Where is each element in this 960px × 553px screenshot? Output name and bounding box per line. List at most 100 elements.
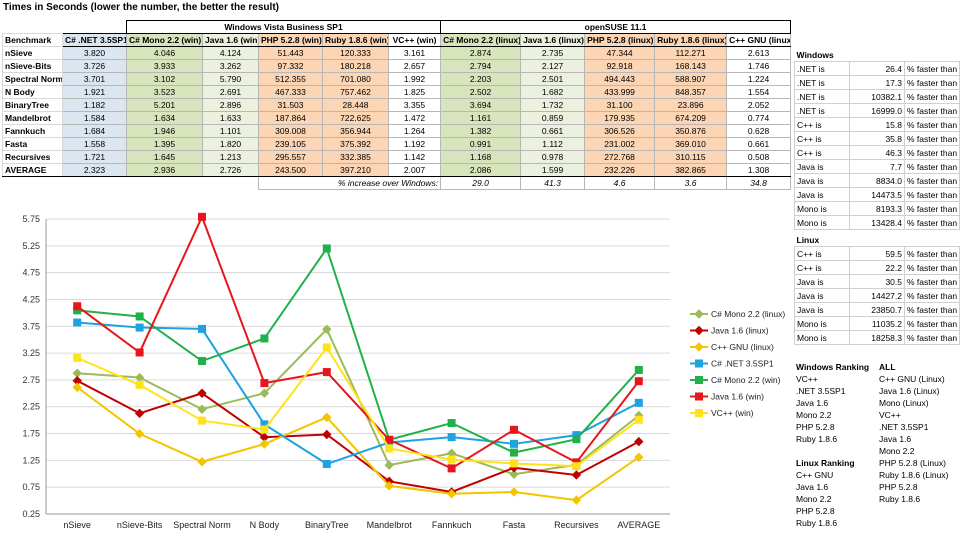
table-cell: 232.226	[584, 163, 656, 177]
data-point	[384, 481, 394, 491]
comparison-text: % faster than PHP	[904, 288, 960, 303]
ranking-item: PHP 5.2.8 (Linux)	[879, 458, 946, 468]
table-cell: 2.735	[520, 46, 586, 60]
x-tick-label: Recursives	[554, 520, 599, 530]
column-header: C# Mono 2.2 (win)	[126, 33, 203, 47]
column-header: C# .NET 3.5SP1	[62, 33, 127, 47]
table-cell: 2.052	[726, 98, 792, 112]
all-ranking-title: ALL	[879, 362, 896, 372]
comparison-subject: Java is	[794, 288, 850, 303]
series-4	[73, 244, 643, 457]
table-cell: 2.127	[520, 59, 586, 73]
comparison-text: % faster than Mono	[904, 61, 960, 76]
table-row: BinaryTree 1.182 5.201 2.896 31.503 28.448 3.3…	[2, 98, 792, 112]
table-row: nSieve 3.820 4.046 4.124 51.443 120.333 3.161 2…	[2, 46, 792, 60]
ranking-item: Mono 2.2	[796, 494, 832, 504]
ranking-row: Ruby 1.8.6	[794, 517, 960, 529]
table-cell: 674.209	[654, 111, 728, 125]
column-header: Java 1.6 (win)	[202, 33, 259, 47]
y-tick-label: 4.25	[22, 294, 40, 304]
group-header-linux: openSUSE 11.1	[440, 20, 792, 34]
y-tick-label: 2.75	[22, 375, 40, 385]
data-point	[571, 470, 582, 480]
table-cell: 3.262	[202, 59, 259, 73]
legend-label: C# .NET 3.5SP1	[711, 359, 774, 369]
row-label: Fannkuch	[2, 124, 63, 138]
data-point	[259, 439, 270, 449]
row-label: nSieve	[2, 46, 63, 60]
table-cell: 382.865	[654, 163, 728, 177]
data-point	[72, 382, 82, 392]
ranking-item: Java 1.6	[796, 482, 829, 492]
legend-item: Java 1.6 (linux)	[690, 326, 769, 336]
table-cell: 0.774	[726, 111, 792, 125]
table-cell: 350.876	[654, 124, 728, 138]
row-label: Spectral Norm	[2, 72, 63, 86]
data-point	[447, 419, 456, 428]
table-cell: 467.333	[258, 85, 323, 99]
table-cell: 5.790	[202, 72, 259, 86]
comparison-value: 26.4	[849, 61, 905, 76]
ranking-item: PHP 5.2.8	[796, 422, 835, 432]
chart-series	[72, 212, 644, 505]
table-cell: 92.918	[584, 59, 656, 73]
comparison-value: 13428.4	[849, 215, 905, 230]
ranking-item: .NET 3.5SP1	[796, 386, 846, 396]
ranking-row: Ruby 1.8.6 Java 1.6	[794, 433, 960, 445]
ranking-row: PHP 5.2.8 .NET 3.5SP1	[794, 421, 960, 433]
row-label: N Body	[2, 85, 63, 99]
rankings-panel: Windows Ranking ALL VC++ C++ GNU (Linux).…	[794, 361, 960, 553]
ranking-row: Java 1.6 PHP 5.2.8	[794, 481, 960, 493]
table-cell: 168.143	[654, 59, 728, 73]
comparison-value: 17.3	[849, 75, 905, 90]
table-cell: 23.896	[654, 98, 728, 112]
data-point	[509, 469, 519, 479]
data-point	[135, 380, 144, 389]
table-cell: 512.355	[258, 72, 323, 86]
increase-label: % increase over Windows:	[257, 176, 442, 190]
ranking-item: VC++	[796, 374, 818, 384]
table-cell: 1.599	[520, 163, 586, 177]
ranking-item: Ruby 1.8.6	[796, 434, 838, 444]
table-cell: 47.344	[584, 46, 656, 60]
series-line	[76, 214, 640, 470]
table-cell: 3.726	[62, 59, 127, 73]
table-cell: 2.203	[440, 72, 522, 86]
increase-value: 41.3	[520, 176, 586, 190]
table-row: Mandelbrot 1.584 1.634 1.633 187.864 722.625 1…	[2, 111, 792, 125]
legend-label: Java 1.6 (win)	[711, 392, 764, 402]
data-point	[447, 433, 456, 442]
table-cell: 3.161	[387, 46, 442, 60]
data-point	[510, 425, 518, 434]
comparison-subject: C++ is	[794, 246, 850, 261]
column-header: C# Mono 2.2 (linux)	[440, 33, 522, 47]
column-header: VC++ (win)	[387, 33, 442, 47]
ranking-row: Mono 2.2 Ruby 1.8.6	[794, 493, 960, 505]
comparison-subject: .NET is	[794, 89, 850, 104]
table-row: nSieve-Bits 3.726 3.933 3.262 97.332 180.218 2…	[2, 59, 792, 73]
data-point	[197, 457, 207, 467]
comparison-text: % faster than .NET	[904, 117, 960, 132]
series-1	[72, 376, 644, 497]
y-tick-label: 1.75	[22, 429, 40, 439]
comparison-row: Java is7.7% faster than Mono	[794, 159, 960, 174]
table-cell: 180.218	[322, 59, 389, 73]
table-cell: 295.557	[258, 150, 323, 164]
table-cell: 1.264	[387, 124, 442, 138]
row-label: nSieve-Bits	[2, 59, 63, 73]
comparison-subject: C++ is	[794, 260, 850, 275]
table-cell: 2.657	[387, 59, 442, 73]
table-cell: 1.633	[202, 111, 259, 125]
benchmark-line-chart: 0.25 0.75 1.25 1.75 2.25 2.75 3.25 3.75 4.25 4.75…	[22, 212, 785, 530]
data-point	[134, 429, 145, 439]
data-point	[322, 412, 332, 423]
table-cell: 1.308	[726, 163, 792, 177]
comparison-text: % faster than Java	[904, 75, 960, 90]
comparison-subject: Mono is	[794, 215, 850, 230]
table-cell: 332.385	[322, 150, 389, 164]
table-cell: 2.501	[520, 72, 586, 86]
data-point	[73, 318, 82, 327]
